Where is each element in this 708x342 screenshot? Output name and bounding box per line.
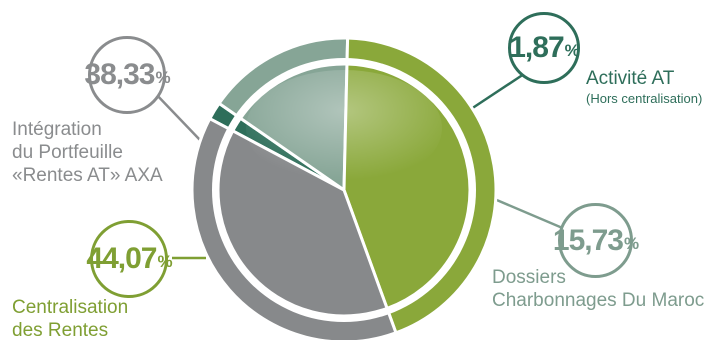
pie-slice-integration [216, 128, 389, 318]
slice-label-centralisation: Centralisation des Rentes [12, 296, 128, 342]
unit-label: % [157, 252, 172, 271]
value-label: 1,87 [509, 31, 564, 64]
value-bubble-integration: 38,33% [84, 36, 171, 114]
value-bubble-charbonnages: 15,73% [553, 203, 639, 278]
slice-label-line: du Portfeuille [12, 142, 123, 163]
slice-label-line: Dossiers [492, 267, 566, 288]
slice-label-integration: Intégration du Portfeuille «Rentes AT» A… [12, 118, 163, 187]
value-label: 15,73 [552, 223, 624, 257]
unit-label: % [623, 233, 639, 253]
value-label: 38,33 [84, 58, 155, 91]
slice-label-line: des Rentes [12, 320, 109, 341]
value-bubble-centralisation: 44,07% [86, 220, 173, 298]
leader-line-activite-at [464, 70, 528, 115]
slice-label-line: Centralisation [12, 297, 129, 318]
slice-sub-label: (Hors centralisation) [586, 91, 703, 106]
pie-gloss [246, 70, 442, 186]
value-bubble-activite-at: 1,87% [508, 12, 580, 84]
unit-label: % [564, 41, 580, 60]
slice-label-line: Activité AT [586, 68, 675, 89]
slice-label-activite-at: Activité AT (Hors centralisation) [586, 67, 702, 108]
unit-label: % [155, 68, 170, 87]
slice-label-line: Intégration [12, 119, 102, 140]
value-label: 44,07 [86, 242, 157, 275]
slice-label-line: «Rentes AT» AXA [12, 165, 163, 186]
slice-label-line: Charbonnages Du Maroc [492, 290, 705, 311]
slice-label-charbonnages: Dossiers Charbonnages Du Maroc [492, 266, 704, 312]
